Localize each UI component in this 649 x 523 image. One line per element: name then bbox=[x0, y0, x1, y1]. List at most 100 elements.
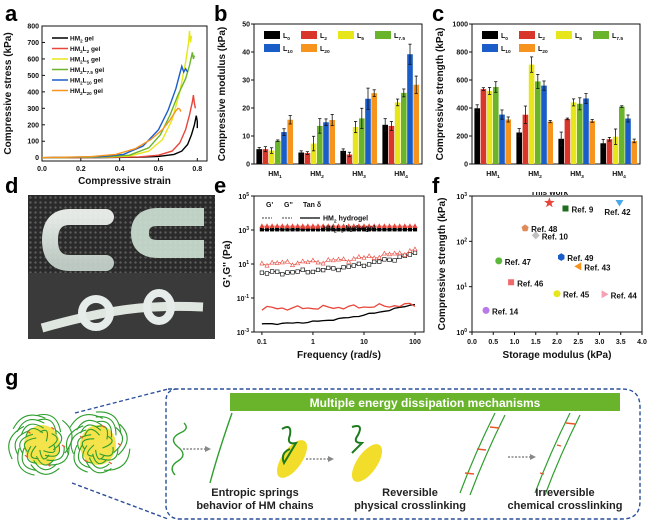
marker bbox=[402, 223, 408, 228]
marker bbox=[412, 227, 418, 232]
arrow-1-head bbox=[205, 446, 211, 452]
point-ref-47 bbox=[495, 257, 503, 265]
marker bbox=[330, 257, 336, 263]
bar-L2-HM3 bbox=[346, 154, 353, 164]
detached-chain bbox=[351, 425, 365, 454]
marker bbox=[351, 263, 356, 268]
bar-L10-HM2 bbox=[541, 85, 547, 164]
legend-header: G'' bbox=[284, 202, 293, 209]
marker bbox=[325, 223, 331, 228]
bar-L10-HM1 bbox=[281, 132, 287, 164]
bar-L7.5-HM4 bbox=[401, 92, 407, 164]
x-tick-label: 100 bbox=[409, 339, 421, 346]
polymer-chain bbox=[73, 444, 88, 473]
bar-L0-HM2 bbox=[516, 132, 522, 164]
polymer-chain bbox=[12, 414, 46, 430]
x-tick-label: 0.8 bbox=[192, 166, 202, 173]
polymer-chain bbox=[30, 464, 60, 475]
callout-line-top bbox=[74, 388, 169, 414]
bar-L0-HM1 bbox=[256, 149, 262, 164]
marker bbox=[269, 259, 275, 265]
bar-L5-HM1 bbox=[268, 150, 275, 164]
bar-L20-HM3 bbox=[589, 120, 595, 164]
y-axis-label: Compressive modulus (kPa) bbox=[217, 27, 228, 161]
x-axis-label: Frequency (rad/s) bbox=[297, 350, 381, 361]
bar-L7.5-HM2 bbox=[535, 81, 541, 164]
polymer-chain bbox=[95, 425, 109, 440]
marker bbox=[412, 246, 418, 252]
series-line-3 bbox=[41, 52, 196, 159]
chemical-crosslink bbox=[476, 448, 487, 451]
marker bbox=[397, 223, 403, 228]
legend-header: G' bbox=[266, 202, 273, 209]
legend-swatch bbox=[264, 44, 280, 52]
polymer-chain bbox=[14, 429, 30, 456]
bar-L20-HM1 bbox=[287, 119, 293, 164]
legend-label: L10 bbox=[501, 46, 511, 55]
polymer-chain bbox=[95, 449, 105, 460]
y-tick-label: 600 bbox=[27, 56, 39, 63]
bar-L0-HM3 bbox=[558, 138, 564, 164]
arrow-3-head bbox=[530, 454, 536, 460]
bar-L20-HM1 bbox=[505, 119, 511, 164]
chart-frame bbox=[253, 23, 423, 165]
polymer-chain bbox=[100, 447, 119, 461]
marker bbox=[351, 255, 357, 261]
y-tick-label: 10-3 bbox=[237, 328, 249, 337]
polymer-chain bbox=[47, 446, 70, 466]
marker bbox=[397, 250, 403, 256]
legend-swatch bbox=[375, 31, 391, 39]
schematic-g bbox=[8, 388, 641, 520]
marker bbox=[264, 271, 270, 276]
crosslink bbox=[79, 435, 84, 439]
marker bbox=[407, 223, 413, 228]
polymer-chain bbox=[99, 446, 114, 457]
x-tick-label: 0.2 bbox=[76, 166, 86, 173]
knotted-gel bbox=[40, 301, 204, 333]
legend-label: HM2L5 gel bbox=[70, 57, 101, 65]
series-line-1 bbox=[41, 94, 197, 159]
marker bbox=[320, 260, 326, 266]
legend-swatch bbox=[301, 31, 317, 39]
legend-label: L2 bbox=[320, 33, 327, 42]
bar-L5-HM4 bbox=[612, 136, 619, 164]
chart-c-compressive-strength: 0 200 400 600 800 1000 Compressive strength (k… bbox=[435, 22, 641, 180]
x-tick-label: 1.0 bbox=[510, 339, 520, 346]
marker bbox=[305, 270, 310, 275]
polymer-chain bbox=[95, 416, 117, 436]
marker bbox=[259, 260, 265, 266]
crosslink bbox=[84, 459, 89, 463]
marker bbox=[264, 223, 270, 228]
legend-label: L7.5 bbox=[394, 33, 405, 42]
marker bbox=[366, 223, 372, 228]
point-label: Ref. 14 bbox=[492, 307, 519, 316]
point-label: Ref. 46 bbox=[517, 279, 544, 288]
legend-label: L5 bbox=[357, 33, 364, 42]
marker bbox=[402, 227, 407, 232]
polymer-chain bbox=[36, 418, 57, 435]
polymer-chain bbox=[21, 447, 37, 471]
bar-L2-HM4 bbox=[388, 125, 395, 164]
crosslink bbox=[101, 424, 106, 428]
y-tick-label: 500 bbox=[27, 73, 39, 80]
marker bbox=[336, 267, 341, 273]
marker bbox=[386, 223, 392, 228]
marker bbox=[392, 223, 398, 228]
marker bbox=[295, 260, 301, 266]
polymer-chain bbox=[77, 434, 92, 451]
polymer-chain bbox=[77, 445, 91, 469]
point-label: Ref. 48 bbox=[531, 225, 558, 234]
marker bbox=[274, 223, 280, 228]
callout-line-bottom bbox=[71, 482, 169, 520]
y-tick-label: 20 bbox=[242, 106, 250, 113]
bar-L7.5-HM2 bbox=[317, 125, 323, 164]
x-category-label: HM1 bbox=[268, 171, 282, 180]
point-ref-49 bbox=[558, 253, 565, 261]
legend-header: Tan δ bbox=[303, 202, 321, 209]
marker bbox=[381, 223, 387, 228]
marker bbox=[275, 269, 280, 274]
marker bbox=[341, 256, 347, 261]
marker bbox=[387, 227, 392, 232]
chemical-crosslink bbox=[464, 472, 475, 475]
bar-L10-HM4 bbox=[625, 118, 631, 164]
